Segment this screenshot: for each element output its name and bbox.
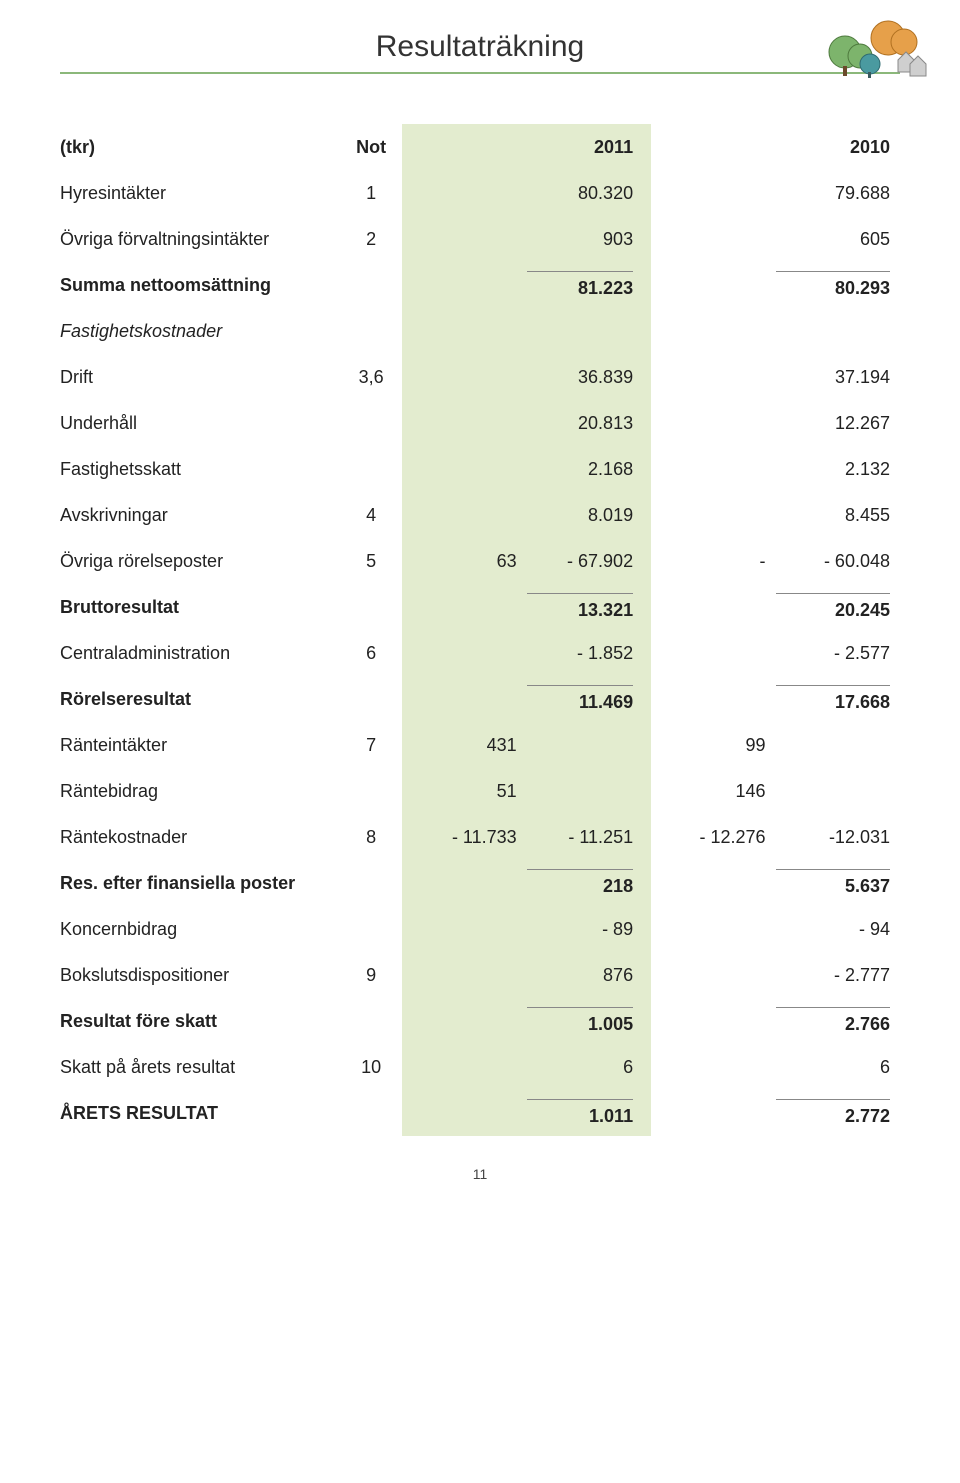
table-row: Övriga förvaltningsintäkter2903605 bbox=[60, 216, 900, 262]
page-number: 11 bbox=[60, 1166, 900, 1182]
table-row: Avskrivningar48.0198.455 bbox=[60, 492, 900, 538]
table-row: Skatt på årets resultat1066 bbox=[60, 1044, 900, 1090]
table-row: Fastighetsskatt2.1682.132 bbox=[60, 446, 900, 492]
table-row: Res. efter finansiella poster2185.637 bbox=[60, 860, 900, 906]
table-row: Bokslutsdispositioner9876- 2.777 bbox=[60, 952, 900, 998]
table-row: Räntebidrag51146 bbox=[60, 768, 900, 814]
table-row: Drift3,636.83937.194 bbox=[60, 354, 900, 400]
table-row: Ränteintäkter743199 bbox=[60, 722, 900, 768]
table-row: Koncernbidrag- 89- 94 bbox=[60, 906, 900, 952]
logo-trees-houses-icon bbox=[810, 20, 930, 85]
table-row: Fastighetskostnader bbox=[60, 308, 900, 354]
table-row: Underhåll20.81312.267 bbox=[60, 400, 900, 446]
table-row: Räntekostnader8- 11.733- 11.251- 12.276-… bbox=[60, 814, 900, 860]
table-row: Övriga rörelseposter563- 67.902-- 60.048 bbox=[60, 538, 900, 584]
table-header-row: (tkr)Not20112010 bbox=[60, 124, 900, 170]
table-row: Hyresintäkter180.32079.688 bbox=[60, 170, 900, 216]
income-statement-table: (tkr)Not20112010Hyresintäkter180.32079.6… bbox=[60, 124, 900, 1136]
table-row: ÅRETS RESULTAT1.0112.772 bbox=[60, 1090, 900, 1136]
table-row: Bruttoresultat13.32120.245 bbox=[60, 584, 900, 630]
page-title: Resultaträkning bbox=[60, 30, 900, 64]
table-row: Centraladministration6- 1.852- 2.577 bbox=[60, 630, 900, 676]
table-row: Rörelseresultat11.46917.668 bbox=[60, 676, 900, 722]
title-underline bbox=[60, 72, 900, 74]
page-header: Resultaträkning bbox=[60, 30, 900, 74]
table-row: Summa nettoomsättning81.22380.293 bbox=[60, 262, 900, 308]
table-row: Resultat före skatt1.0052.766 bbox=[60, 998, 900, 1044]
